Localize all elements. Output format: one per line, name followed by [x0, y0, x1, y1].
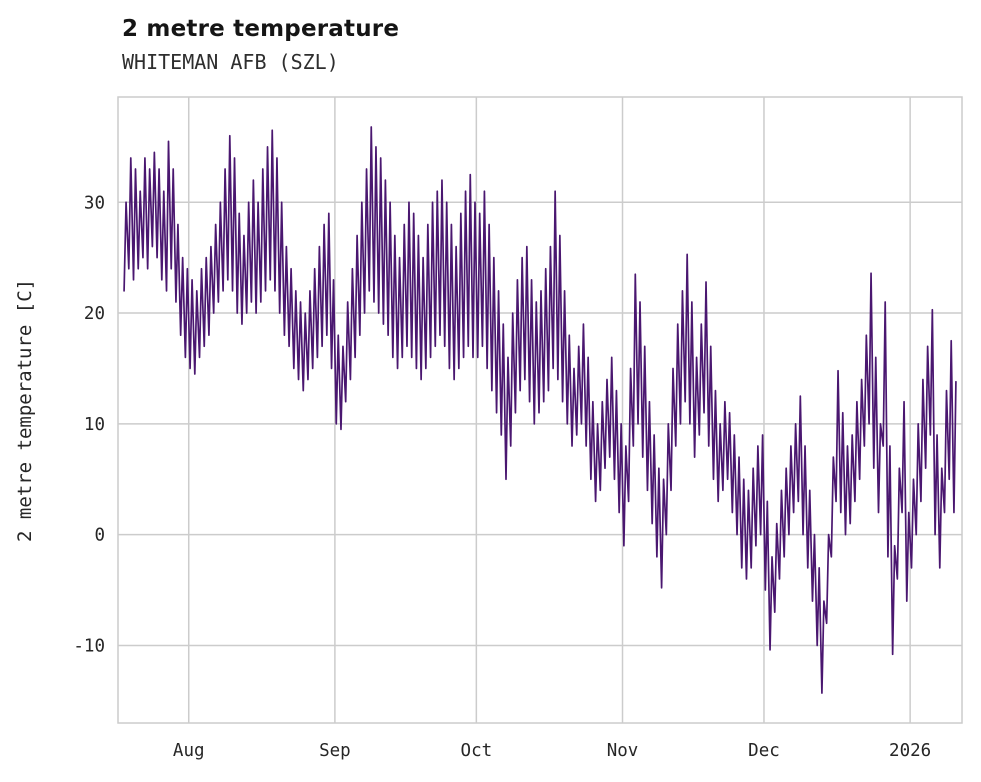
x-tick-label: Oct: [461, 741, 493, 761]
x-tick-label: Nov: [607, 741, 639, 761]
y-axis-label: 2 metre temperature [C]: [14, 278, 36, 542]
y-tick-label: -10: [73, 636, 105, 656]
x-tick-label: Sep: [319, 741, 351, 761]
y-tick-label: 20: [84, 304, 105, 324]
y-tick-label: 10: [84, 415, 105, 435]
x-tick-label: 2026: [889, 741, 931, 761]
plot-border: [117, 96, 963, 724]
chart-title: 2 metre temperature: [122, 16, 400, 42]
chart-subtitle: WHITEMAN AFB (SZL): [122, 50, 339, 74]
y-tick-label: 0: [94, 526, 105, 546]
x-tick-label: Dec: [748, 741, 780, 761]
y-tick-label: 30: [84, 193, 105, 213]
x-tick-label: Aug: [173, 741, 205, 761]
temperature-line: [123, 126, 957, 694]
